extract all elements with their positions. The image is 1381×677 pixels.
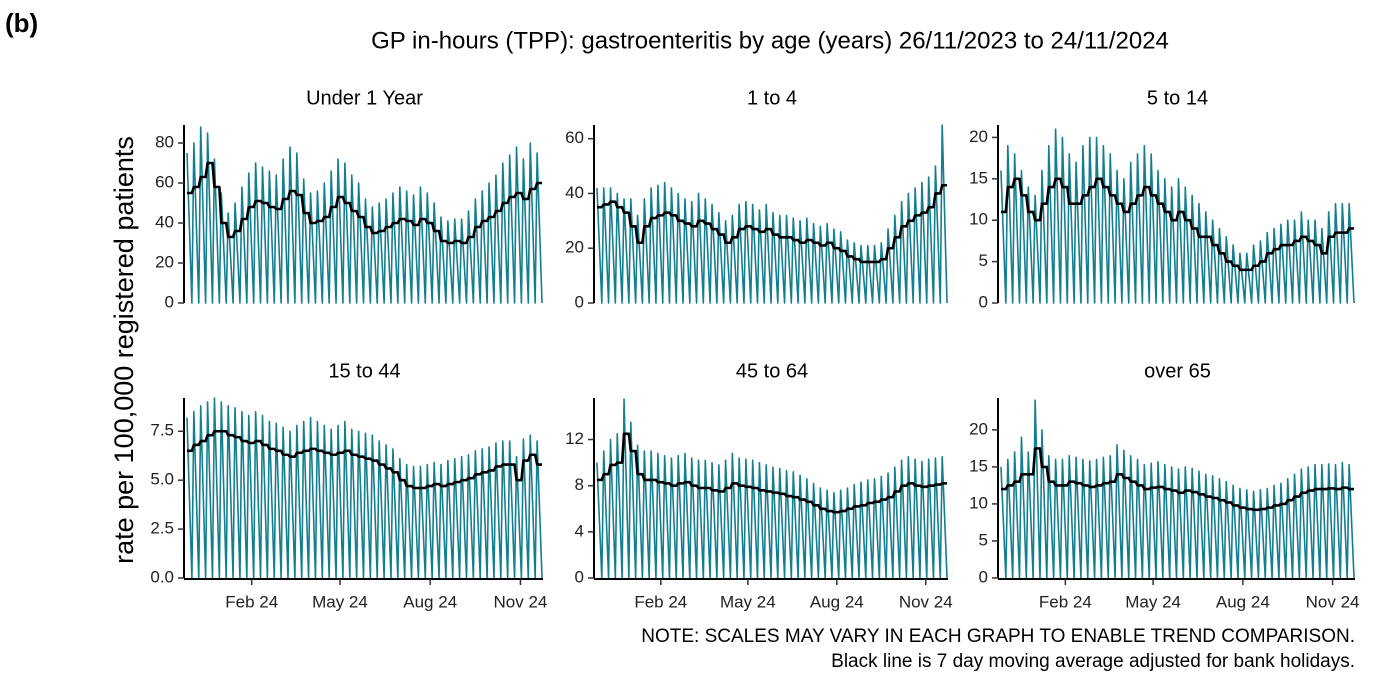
y-tick-label: 40 (565, 183, 584, 202)
daily-line (1000, 399, 1355, 579)
x-tick-label: Nov 24 (1306, 592, 1360, 611)
y-tick-label: 80 (155, 132, 174, 151)
y-tick-label: 0.0 (150, 567, 174, 586)
note: Black line is 7 day moving average adjus… (831, 651, 1355, 672)
x-tick-label: Nov 24 (494, 592, 548, 611)
average-line (596, 183, 948, 264)
y-tick-label: 0 (575, 567, 584, 586)
daily-line (596, 124, 948, 304)
y-tick-label: 20 (969, 419, 988, 438)
chart-title: GP in-hours (TPP): gastroenteritis by ag… (371, 27, 1169, 54)
y-tick-label: 0 (575, 292, 584, 311)
y-tick-label: 60 (155, 172, 174, 191)
y-tick-label: 15 (969, 168, 988, 187)
panel-title: 1 to 4 (747, 87, 797, 109)
daily-line (186, 126, 543, 304)
y-tick-label: 20 (969, 127, 988, 146)
y-tick-label: 0 (979, 567, 988, 586)
x-tick-label: Aug 24 (1216, 592, 1270, 611)
x-tick-label: May 24 (1125, 592, 1181, 611)
daily-line (186, 397, 543, 579)
y-tick-label: 12 (565, 429, 584, 448)
note: NOTE: SCALES MAY VARY IN EACH GRAPH TO E… (641, 626, 1355, 647)
daily-line (1000, 128, 1355, 304)
panel-label: (b) (5, 8, 38, 38)
x-tick-label: May 24 (312, 592, 368, 611)
y-tick-label: 40 (155, 212, 174, 231)
y-tick-label: 20 (565, 238, 584, 257)
x-tick-label: Nov 24 (899, 592, 953, 611)
x-tick-label: Aug 24 (403, 592, 457, 611)
y-tick-label: 60 (565, 128, 584, 147)
y-tick-label: 20 (155, 252, 174, 271)
y-tick-label: 5 (979, 251, 988, 270)
average-line (1000, 177, 1355, 272)
y-tick-label: 4 (575, 521, 584, 540)
y-tick-label: 0 (979, 292, 988, 311)
panel-title: over 65 (1144, 360, 1211, 382)
panel-title: Under 1 Year (306, 87, 423, 109)
y-tick-label: 15 (969, 456, 988, 475)
average-line (1000, 447, 1355, 512)
average-line (186, 429, 543, 490)
daily-line (596, 398, 948, 579)
y-tick-label: 10 (969, 210, 988, 229)
panel-title: 45 to 64 (736, 360, 808, 382)
y-tick-label: 5 (979, 530, 988, 549)
average-line (596, 432, 948, 514)
x-tick-label: May 24 (720, 592, 776, 611)
x-tick-label: Feb 24 (1039, 592, 1092, 611)
panel-title: 15 to 44 (328, 360, 400, 382)
y-tick-label: 8 (575, 475, 584, 494)
y-tick-label: 10 (969, 493, 988, 512)
x-tick-label: Feb 24 (634, 592, 687, 611)
y-tick-label: 7.5 (150, 421, 174, 440)
x-tick-label: Feb 24 (225, 592, 278, 611)
y-tick-label: 0 (165, 292, 174, 311)
x-tick-label: Aug 24 (810, 592, 864, 611)
y-tick-label: 2.5 (150, 519, 174, 538)
panel-title: 5 to 14 (1147, 87, 1208, 109)
y-tick-label: 5.0 (150, 470, 174, 489)
average-line (186, 161, 543, 245)
y-axis-label: rate per 100,000 registered patients (109, 136, 139, 564)
